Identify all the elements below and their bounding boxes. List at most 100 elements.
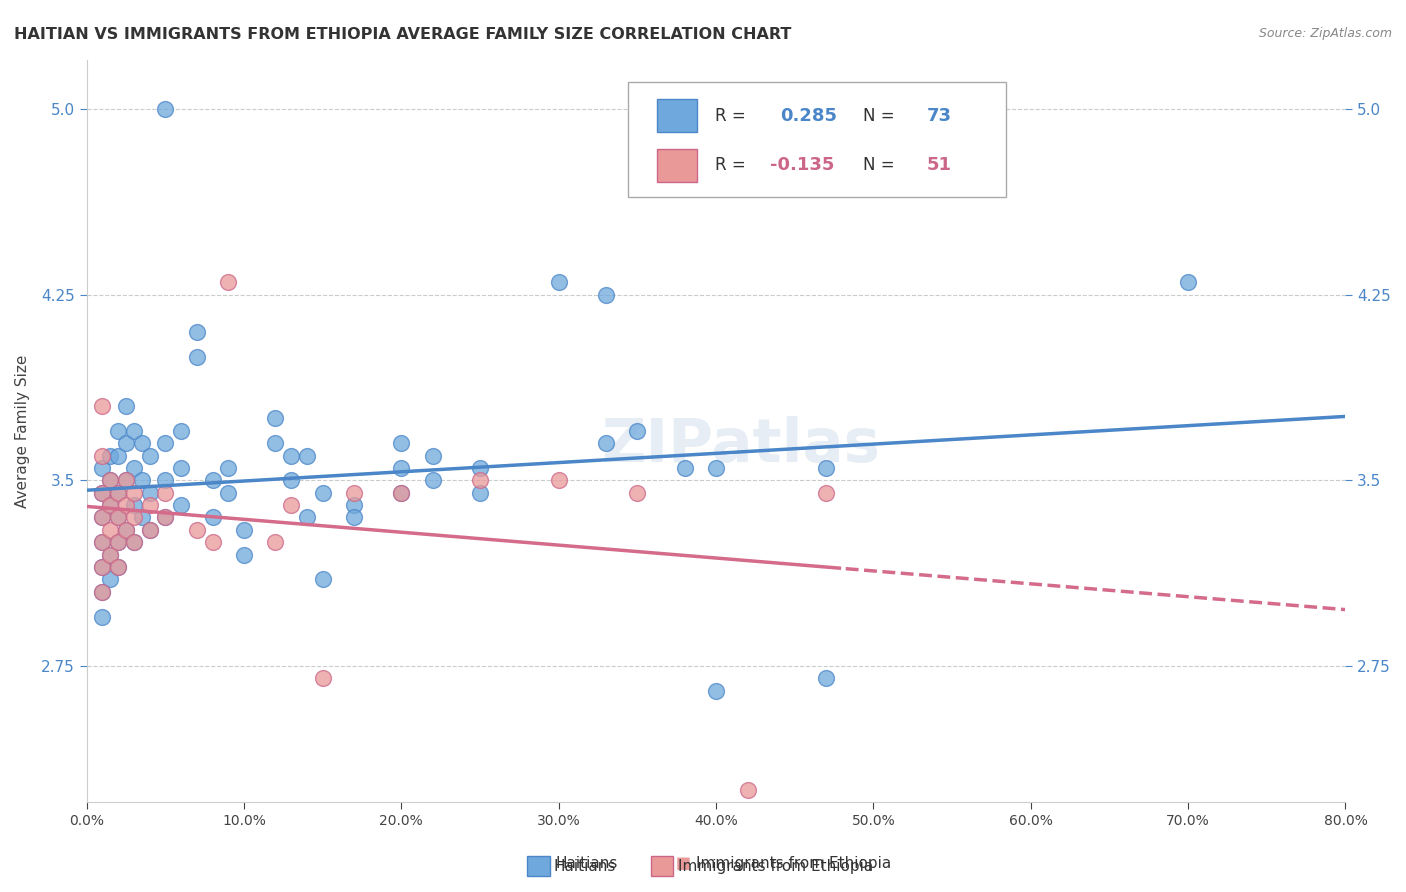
Point — [312, 573, 335, 587]
Text: ZIPatlas: ZIPatlas — [602, 417, 880, 475]
Bar — [657, 149, 697, 182]
Point — [98, 498, 121, 512]
Point — [107, 449, 129, 463]
Point — [233, 523, 256, 537]
Point — [737, 782, 759, 797]
Point — [547, 276, 569, 290]
Point — [107, 424, 129, 438]
Point — [595, 436, 617, 450]
Point — [91, 485, 114, 500]
Point — [312, 485, 335, 500]
Point — [217, 485, 239, 500]
Point — [122, 535, 145, 549]
Point — [1177, 276, 1199, 290]
Point — [122, 535, 145, 549]
Point — [98, 523, 121, 537]
Point — [91, 461, 114, 475]
Text: 0.285: 0.285 — [780, 107, 837, 125]
FancyBboxPatch shape — [628, 82, 1005, 197]
Point — [155, 510, 177, 524]
Text: Immigrants from Ethiopia: Immigrants from Ethiopia — [696, 856, 891, 871]
Point — [107, 535, 129, 549]
Point — [815, 461, 838, 475]
Point — [626, 424, 648, 438]
Point — [815, 672, 838, 686]
Point — [131, 436, 153, 450]
Point — [98, 449, 121, 463]
Point — [815, 485, 838, 500]
Point — [138, 523, 160, 537]
Point — [468, 474, 491, 488]
Point — [122, 485, 145, 500]
Point — [107, 485, 129, 500]
Point — [201, 510, 224, 524]
Text: R =: R = — [714, 107, 751, 125]
Point — [186, 350, 208, 364]
Point — [107, 535, 129, 549]
Point — [389, 485, 412, 500]
Point — [91, 399, 114, 413]
Text: 73: 73 — [927, 107, 952, 125]
Point — [138, 498, 160, 512]
Point — [155, 436, 177, 450]
Point — [122, 498, 145, 512]
Point — [107, 510, 129, 524]
Point — [422, 474, 444, 488]
Point — [201, 535, 224, 549]
Point — [122, 461, 145, 475]
Point — [91, 535, 114, 549]
Point — [115, 498, 138, 512]
Text: R =: R = — [714, 156, 751, 174]
Point — [217, 276, 239, 290]
Point — [91, 609, 114, 624]
Point — [280, 474, 302, 488]
Point — [389, 485, 412, 500]
Point — [115, 399, 138, 413]
Point — [107, 510, 129, 524]
Text: Immigrants from Ethiopia: Immigrants from Ethiopia — [678, 859, 873, 873]
Point — [91, 510, 114, 524]
Point — [91, 535, 114, 549]
Point — [115, 474, 138, 488]
Point — [91, 510, 114, 524]
Point — [233, 548, 256, 562]
Point — [155, 510, 177, 524]
Point — [138, 485, 160, 500]
Point — [343, 510, 366, 524]
Point — [422, 449, 444, 463]
Text: -0.135: -0.135 — [770, 156, 835, 174]
Text: ▪: ▪ — [675, 852, 700, 875]
Text: N =: N = — [863, 156, 900, 174]
Text: Haitians: Haitians — [555, 856, 617, 871]
Text: HAITIAN VS IMMIGRANTS FROM ETHIOPIA AVERAGE FAMILY SIZE CORRELATION CHART: HAITIAN VS IMMIGRANTS FROM ETHIOPIA AVER… — [14, 27, 792, 42]
Point — [107, 560, 129, 574]
Point — [155, 102, 177, 116]
Point — [264, 535, 287, 549]
Y-axis label: Average Family Size: Average Family Size — [15, 354, 30, 508]
Point — [170, 424, 193, 438]
Point — [389, 436, 412, 450]
Point — [107, 560, 129, 574]
Point — [131, 510, 153, 524]
Point — [98, 548, 121, 562]
Point — [595, 287, 617, 301]
Point — [312, 672, 335, 686]
Point — [343, 498, 366, 512]
Point — [91, 560, 114, 574]
Text: Source: ZipAtlas.com: Source: ZipAtlas.com — [1258, 27, 1392, 40]
Point — [295, 449, 318, 463]
Point — [264, 411, 287, 425]
Point — [468, 485, 491, 500]
Point — [295, 510, 318, 524]
Point — [98, 498, 121, 512]
Point — [468, 461, 491, 475]
Point — [170, 498, 193, 512]
Point — [131, 474, 153, 488]
Point — [170, 461, 193, 475]
Point — [91, 584, 114, 599]
Point — [626, 485, 648, 500]
Text: N =: N = — [863, 107, 900, 125]
Point — [122, 424, 145, 438]
Point — [91, 485, 114, 500]
Point — [91, 560, 114, 574]
